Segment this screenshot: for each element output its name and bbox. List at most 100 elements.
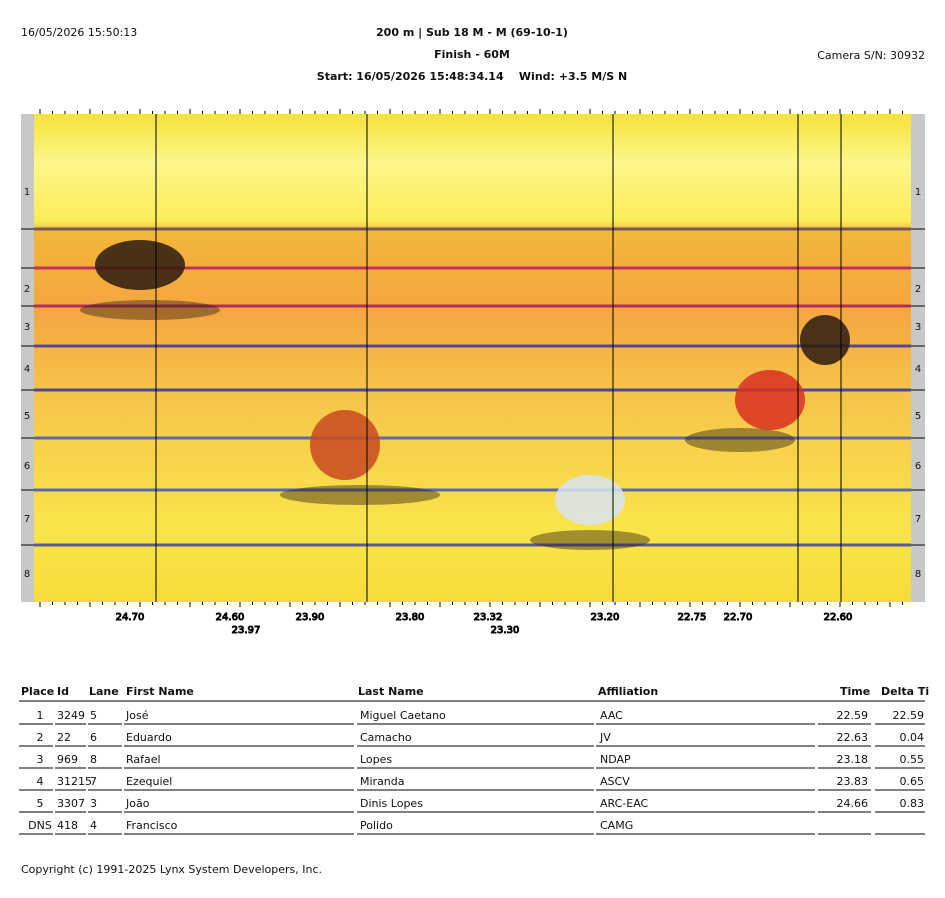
- table-cell: JV: [599, 731, 611, 744]
- table-cell: 0.04: [900, 731, 925, 744]
- runner: [555, 475, 625, 525]
- runner: [800, 315, 850, 365]
- lane-label: 5: [915, 411, 921, 422]
- lane-label: 1: [915, 187, 921, 198]
- column-header: Time: [840, 685, 870, 698]
- table-cell: Miranda: [360, 775, 405, 788]
- table-cell: 22: [57, 731, 71, 744]
- table-cell: 22.63: [837, 731, 869, 744]
- time-label: 22.75: [678, 612, 707, 623]
- table-cell: NDAP: [600, 753, 631, 766]
- lane-label: 8: [24, 569, 30, 580]
- table-cell: 4: [90, 819, 97, 832]
- lane-label: 2: [24, 284, 30, 295]
- lane-label: 3: [915, 322, 921, 333]
- table-cell: 4: [37, 775, 44, 788]
- table-cell: Francisco: [126, 819, 178, 832]
- runner: [95, 240, 185, 290]
- time-label: 23.80: [396, 612, 425, 623]
- table-cell: Dinis Lopes: [360, 797, 423, 810]
- table-cell: João: [125, 797, 150, 810]
- runner-silhouettes: [80, 240, 850, 550]
- table-cell: 6: [90, 731, 97, 744]
- column-header: Last Name: [358, 685, 424, 698]
- lane-label: 8: [915, 569, 921, 580]
- table-cell: Miguel Caetano: [360, 709, 446, 722]
- table-cell: 3: [90, 797, 97, 810]
- shadow: [80, 300, 220, 320]
- table-cell: Camacho: [360, 731, 412, 744]
- table-cell: ASCV: [600, 775, 630, 788]
- time-label: 23.32: [474, 612, 503, 623]
- shadow: [530, 530, 650, 550]
- table-cell: 0.65: [900, 775, 925, 788]
- table-cell: AAC: [600, 709, 623, 722]
- table-cell: 969: [57, 753, 78, 766]
- table-cell: 22.59: [837, 709, 869, 722]
- lane-label: 6: [24, 461, 30, 472]
- lane-label: 2: [915, 284, 921, 295]
- table-cell: 8: [90, 753, 97, 766]
- table-cell: 0.55: [900, 753, 925, 766]
- table-cell: DNS: [28, 819, 52, 832]
- time-label: 24.70: [116, 612, 145, 623]
- lane-label: 1: [24, 187, 30, 198]
- table-cell: 418: [57, 819, 78, 832]
- table-cell: Rafael: [126, 753, 161, 766]
- lane-label: 6: [915, 461, 921, 472]
- lane-label: 4: [24, 364, 30, 375]
- copyright: Copyright (c) 1991-2025 Lynx System Deve…: [21, 863, 322, 876]
- lane-label: 7: [24, 514, 30, 525]
- table-cell: Eduardo: [126, 731, 172, 744]
- runner: [735, 370, 805, 430]
- event-title: 200 m | Sub 18 M - M (69-10-1): [376, 26, 568, 39]
- camera-id: Camera S/N: 30932: [817, 49, 925, 62]
- time-label: 23.90: [296, 612, 325, 623]
- table-cell: 1: [37, 709, 44, 722]
- photo-finish-image: [34, 114, 911, 602]
- shadow: [685, 428, 795, 452]
- column-header: Id: [57, 685, 69, 698]
- time-label: 23.97: [232, 625, 261, 636]
- column-header: Place: [21, 685, 54, 698]
- table-cell: 5: [37, 797, 44, 810]
- lane-label: 4: [915, 364, 921, 375]
- column-header: Lane: [89, 685, 119, 698]
- start-info: Start: 16/05/2026 15:48:34.14 Wind: +3.5…: [317, 70, 627, 83]
- table-cell: 3: [37, 753, 44, 766]
- column-header: First Name: [126, 685, 194, 698]
- time-label: 24.60: [216, 612, 245, 623]
- event-subtitle: Finish - 60M: [434, 48, 510, 61]
- time-label: 23.20: [591, 612, 620, 623]
- time-label: 22.60: [824, 612, 853, 623]
- column-header: Affiliation: [598, 685, 658, 698]
- table-cell: 5: [90, 709, 97, 722]
- table-cell: 3307: [57, 797, 85, 810]
- table-cell: 3249: [57, 709, 85, 722]
- lane-label: 5: [24, 411, 30, 422]
- table-cell: 23.83: [837, 775, 869, 788]
- column-header: Delta Ti: [881, 685, 929, 698]
- runner: [310, 410, 380, 480]
- table-cell: ARC-EAC: [600, 797, 649, 810]
- table-cell: José: [125, 709, 149, 722]
- timestamp: 16/05/2026 15:50:13: [21, 26, 137, 39]
- table-cell: 7: [90, 775, 97, 788]
- table-cell: 0.83: [900, 797, 925, 810]
- lane-label: 3: [24, 322, 30, 333]
- lane-label: 7: [915, 514, 921, 525]
- table-cell: Polido: [360, 819, 393, 832]
- shadow: [280, 485, 440, 505]
- table-cell: 22.59: [893, 709, 925, 722]
- table-cell: Lopes: [360, 753, 392, 766]
- table-cell: 31215: [57, 775, 92, 788]
- table-cell: 2: [37, 731, 44, 744]
- time-label: 23.30: [491, 625, 520, 636]
- table-cell: 24.66: [837, 797, 869, 810]
- table-cell: 23.18: [837, 753, 869, 766]
- table-cell: CAMG: [600, 819, 633, 832]
- table-cell: Ezequiel: [126, 775, 172, 788]
- time-label: 22.70: [724, 612, 753, 623]
